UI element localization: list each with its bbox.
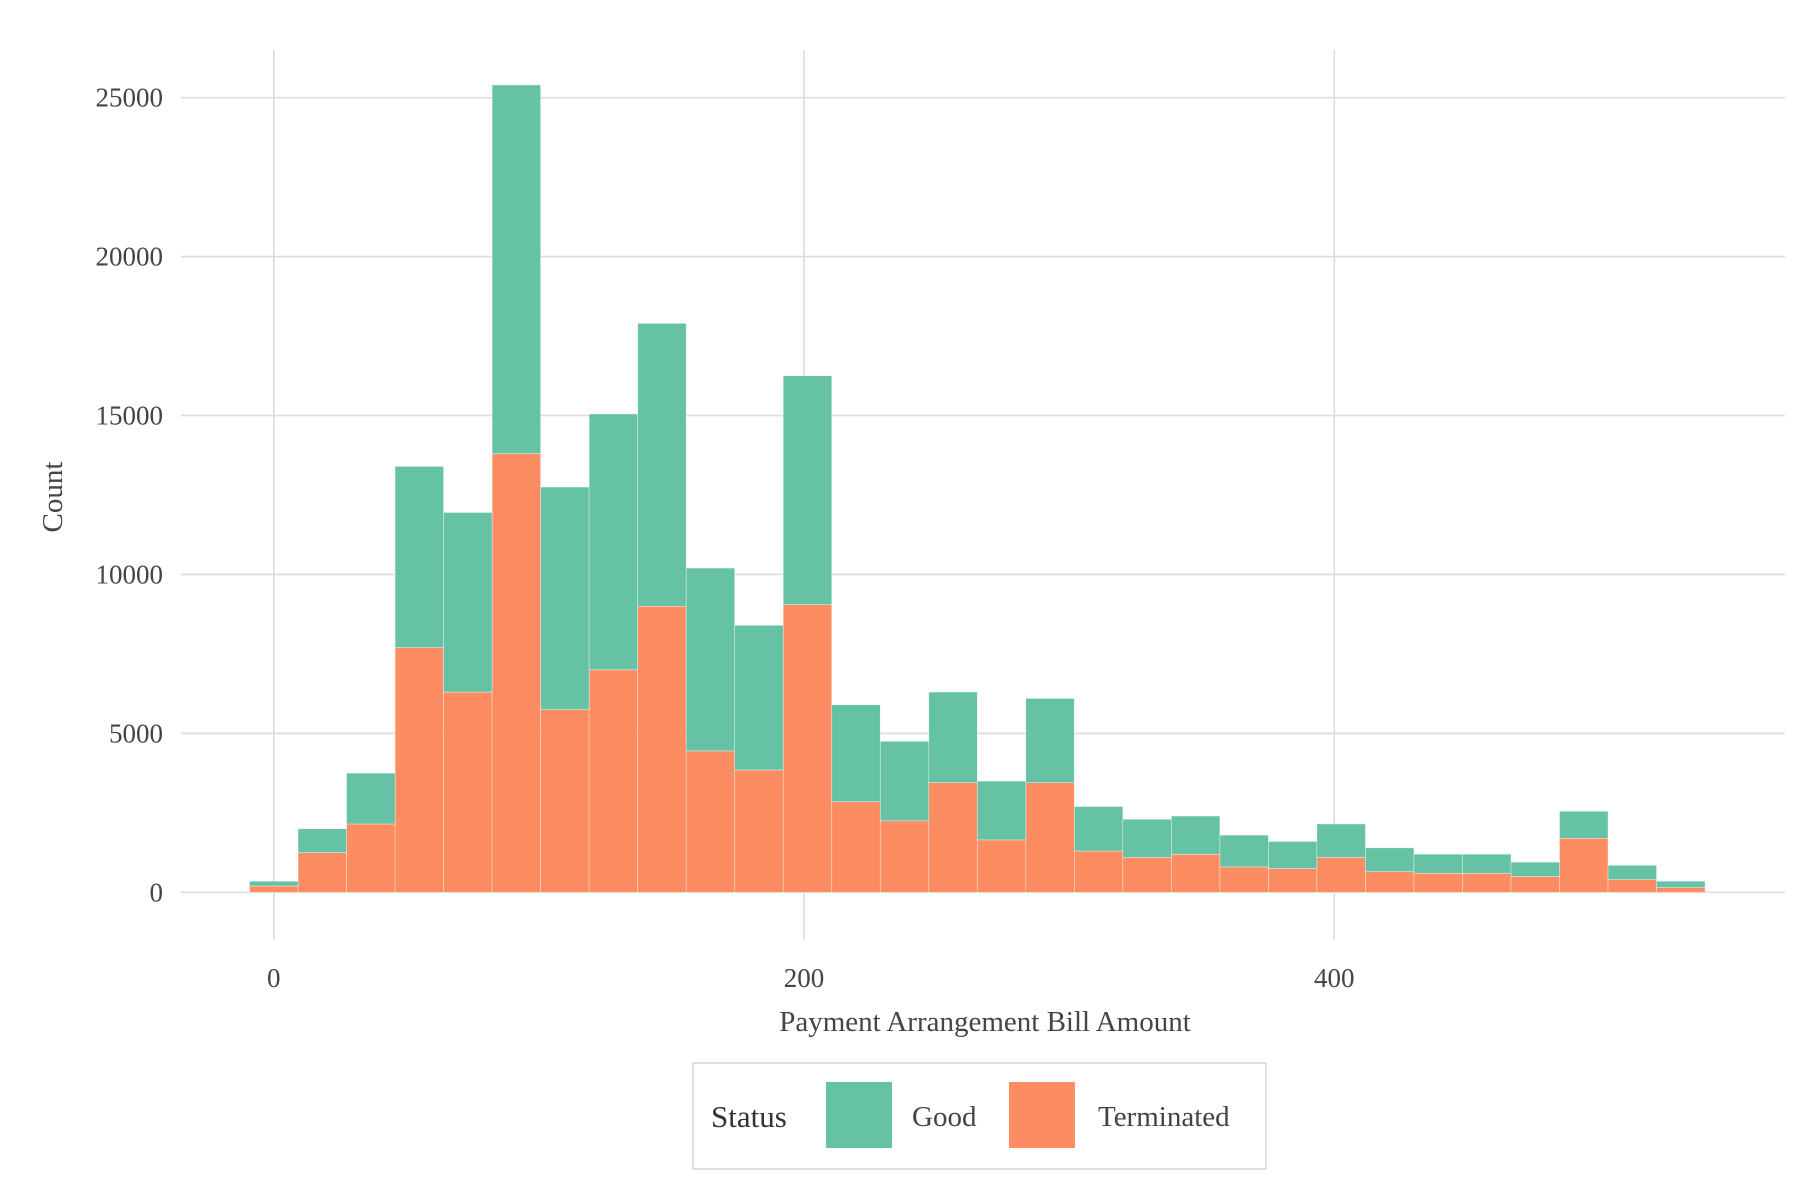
bar-good xyxy=(1607,865,1657,880)
bar-good xyxy=(928,691,978,783)
x-axis-ticks: 0 200 400 xyxy=(267,963,1354,993)
bar-terminated xyxy=(297,852,347,893)
bar-terminated xyxy=(1025,782,1075,893)
bar-good xyxy=(637,323,687,607)
bar-good xyxy=(1316,823,1366,858)
y-tick-label: 5000 xyxy=(109,718,163,748)
bar-good xyxy=(1559,810,1609,839)
bar-terminated xyxy=(1413,872,1463,893)
bar-terminated xyxy=(1559,837,1609,893)
bar-terminated xyxy=(1219,866,1269,893)
bar-terminated xyxy=(928,782,978,893)
bar-terminated xyxy=(831,801,881,893)
bar-terminated xyxy=(685,750,736,893)
bar-good xyxy=(1122,818,1172,858)
bar-terminated xyxy=(1122,857,1172,893)
bar-good xyxy=(249,880,299,887)
legend-swatch-terminated xyxy=(1009,1082,1075,1148)
x-tick-label: 0 xyxy=(267,963,281,993)
bar-terminated xyxy=(1268,868,1318,893)
x-axis-title: Payment Arrangement Bill Amount xyxy=(779,1006,1191,1038)
bar-good xyxy=(976,780,1027,841)
y-tick-label: 0 xyxy=(150,877,164,907)
bar-terminated xyxy=(1510,876,1560,893)
y-axis-title: Count xyxy=(37,462,69,533)
y-tick-label: 15000 xyxy=(96,401,164,431)
bar-good xyxy=(540,486,590,710)
bar-terminated xyxy=(1607,879,1657,893)
bar-terminated xyxy=(782,604,833,893)
bar-terminated xyxy=(588,669,638,893)
bar-good xyxy=(831,704,881,803)
legend-swatch-good xyxy=(826,1082,892,1148)
legend-title: Status xyxy=(711,1099,787,1134)
bar-terminated xyxy=(734,769,784,893)
bar-good xyxy=(394,466,444,648)
bar-good xyxy=(346,772,396,825)
bar-good xyxy=(588,413,638,671)
bar-good xyxy=(1462,853,1512,874)
bar-good xyxy=(879,741,930,822)
bar-terminated xyxy=(1074,850,1124,893)
bar-good xyxy=(1171,815,1221,855)
bar-good xyxy=(1268,841,1318,869)
bar-terminated xyxy=(1171,853,1221,893)
bar-good xyxy=(1413,853,1463,874)
legend-label-good: Good xyxy=(912,1101,977,1133)
y-tick-label: 20000 xyxy=(96,242,164,272)
bar-good xyxy=(734,625,784,771)
legend-label-terminated: Terminated xyxy=(1098,1101,1230,1133)
legend-box xyxy=(692,1062,1267,1170)
bar-terminated xyxy=(879,820,930,893)
x-tick-label: 200 xyxy=(784,963,825,993)
bar-terminated xyxy=(394,647,444,893)
y-tick-label: 10000 xyxy=(96,559,164,589)
bar-terminated xyxy=(976,839,1027,893)
bar-terminated xyxy=(491,453,541,893)
bar-terminated xyxy=(1462,872,1512,893)
bar-good xyxy=(1219,834,1269,868)
y-axis-ticks: 0 5000 10000 15000 20000 25000 xyxy=(96,83,164,908)
y-tick-label: 25000 xyxy=(96,83,164,113)
bar-terminated xyxy=(1365,871,1415,893)
bar-terminated xyxy=(443,691,493,893)
bar-good xyxy=(1510,861,1560,877)
bar-good xyxy=(1656,880,1706,888)
x-tick-label: 400 xyxy=(1314,963,1355,993)
bar-terminated xyxy=(1656,887,1706,893)
bar-good xyxy=(1025,698,1075,783)
bar-good xyxy=(491,84,541,454)
bar-terminated xyxy=(1316,857,1366,893)
bar-good xyxy=(1365,847,1415,872)
bar-good xyxy=(297,828,347,853)
bar-good xyxy=(1074,806,1124,852)
bar-good xyxy=(443,512,493,693)
bar-terminated xyxy=(637,605,687,893)
bars xyxy=(249,84,1706,893)
bar-terminated xyxy=(249,885,299,893)
bar-terminated xyxy=(540,709,590,893)
bar-good xyxy=(685,567,736,752)
legend: Status Good Terminated xyxy=(692,1062,1267,1170)
bar-terminated xyxy=(346,823,396,893)
bar-good xyxy=(782,375,833,605)
